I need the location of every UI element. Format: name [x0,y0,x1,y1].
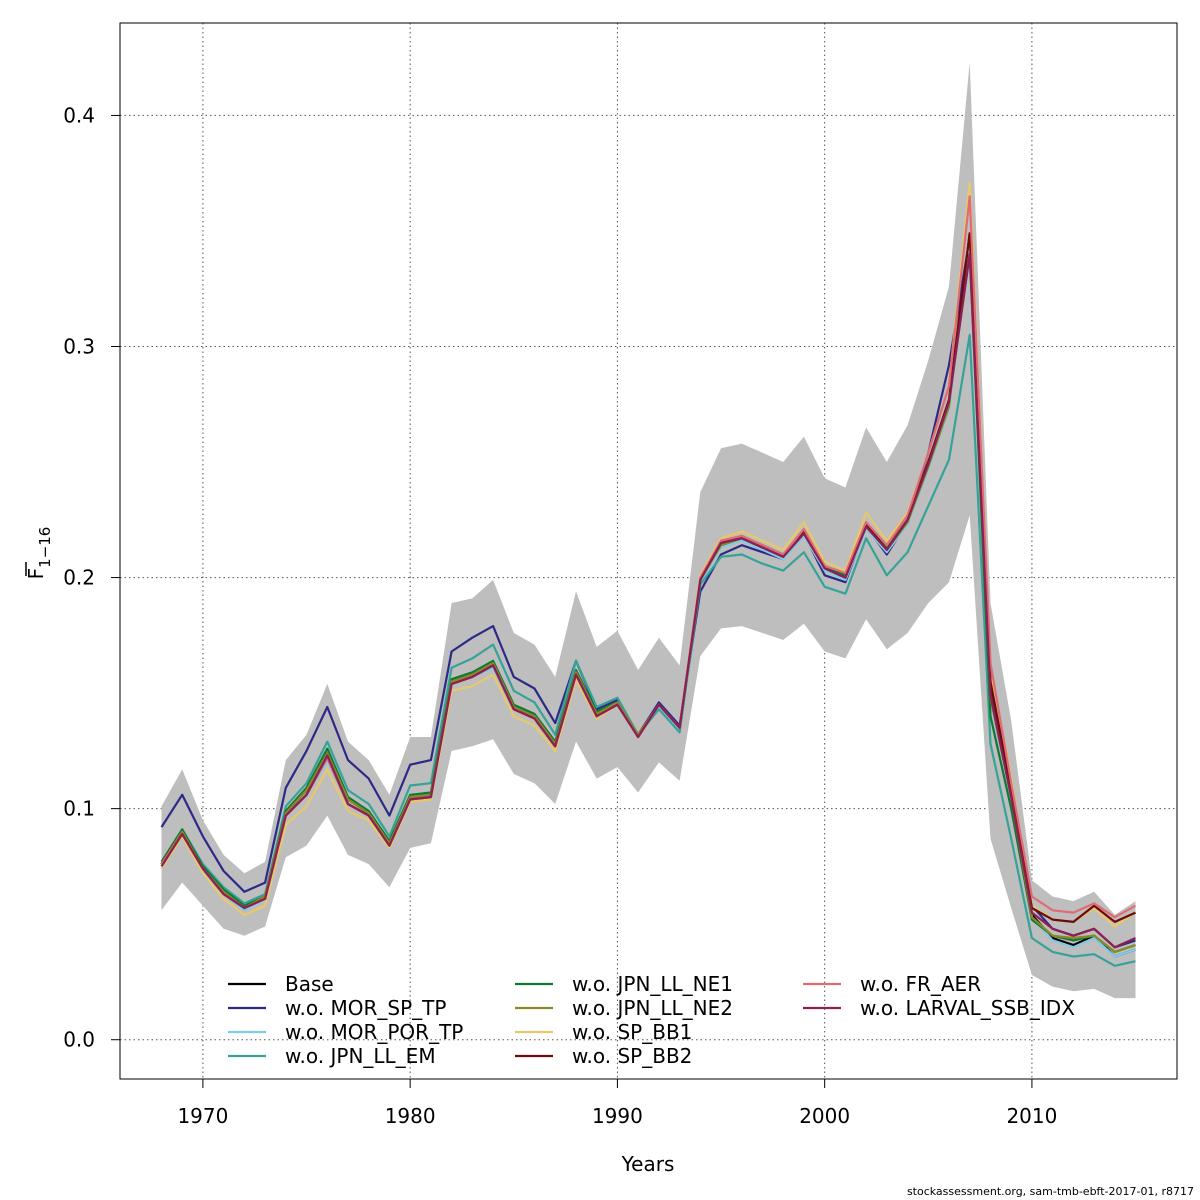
legend-label-w-o-fr-aer: w.o. FR_AER [860,972,981,996]
y-tick-label: 0.0 [63,1028,95,1052]
y-axis-label: F1−16 [24,527,54,580]
legend-label-w-o-sp-bb2: w.o. SP_BB2 [572,1044,692,1068]
series-line-w-o-larval-ssb-idx [160,253,1136,949]
x-tick-label: 1980 [385,1104,436,1128]
legend-label-base: Base [285,972,334,996]
legend-label-w-o-jpn-ll-em: w.o. JPN_LL_EM [285,1044,436,1068]
axes-layer: 1970 1980 1990 2000 2010 0.0 0.1 0.2 0.3 0.4 [63,22,1178,1128]
y-tick-label: 0.2 [63,566,95,590]
y-tick-label: 0.1 [63,797,95,821]
y-tick-label: 0.3 [63,335,95,359]
confidence-band [161,62,1136,999]
footer-credit: stockassessment.org, sam-tmb-ebft-2017-0… [906,1185,1194,1198]
x-tick-label: 1990 [592,1104,643,1128]
legend-label-w-o-mor-sp-tp: w.o. MOR_SP_TP [285,996,446,1020]
y-tick-label: 0.4 [63,103,95,127]
legend-label-w-o-larval-ssb-idx: w.o. LARVAL_SSB_IDX [860,996,1075,1020]
x-tick-label: 2010 [1006,1104,1057,1128]
x-tick-label: 2000 [799,1104,850,1128]
x-axis-label: Years [621,1152,675,1176]
y-axis-label-main: F [24,568,48,580]
plot-frame [119,22,1178,1080]
confidence-band-layer [161,62,1136,999]
legend-label-w-o-jpn-ll-ne2: w.o. JPN_LL_NE2 [572,996,733,1020]
svg-text:F1−16: F1−16 [24,527,54,580]
legend-label-w-o-sp-bb1: w.o. SP_BB1 [572,1020,692,1044]
series-lines-layer [160,181,1137,967]
x-tick-label: 1970 [177,1104,228,1128]
legend-label-w-o-mor-por-tp: w.o. MOR_POR_TP [285,1020,463,1044]
legend-label-w-o-jpn-ll-ne1: w.o. JPN_LL_NE1 [572,972,733,996]
y-axis-label-subscript: 1−16 [36,527,54,568]
